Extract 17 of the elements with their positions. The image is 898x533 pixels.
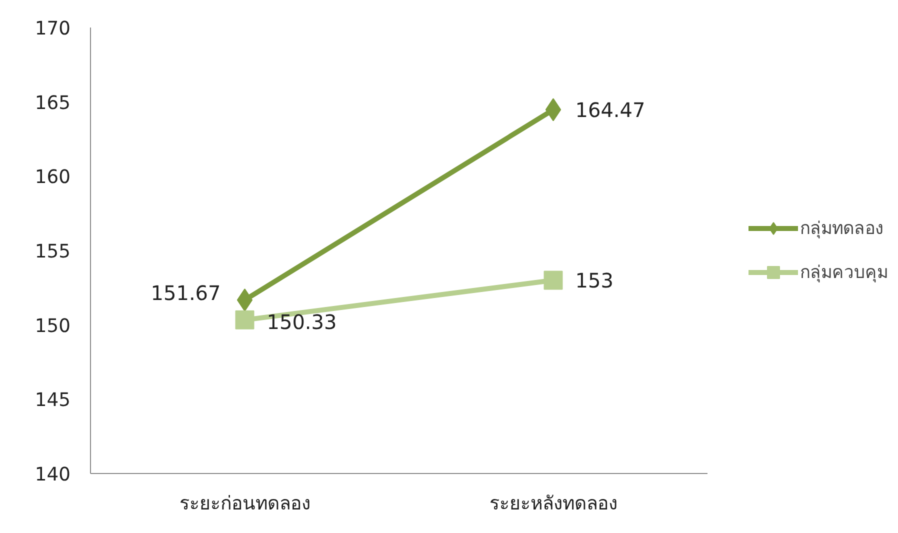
y-tick-label: 170	[34, 18, 70, 40]
legend-label: กลุ่มทดลอง	[800, 218, 883, 241]
y-tick-label: 145	[34, 390, 70, 412]
y-tick-label: 160	[34, 167, 70, 188]
point	[235, 310, 254, 330]
point	[544, 270, 563, 290]
data-label: 153	[575, 268, 614, 293]
y-tick-label: 140	[34, 464, 70, 486]
y-tick-label: 150	[34, 316, 70, 337]
data-label: 151.67	[150, 281, 221, 306]
y-tick-label: 165	[34, 92, 70, 114]
legend-label: กลุ่มควบคุม	[800, 262, 888, 285]
data-label: 150.33	[266, 310, 337, 334]
x-tick-label: ระยะก่อนทดลอง	[179, 494, 310, 514]
y-tick-label: 155	[34, 242, 70, 262]
x-tick-label: ระยะหลังทดลอง	[489, 494, 618, 514]
data-label: 164.47	[575, 98, 646, 122]
